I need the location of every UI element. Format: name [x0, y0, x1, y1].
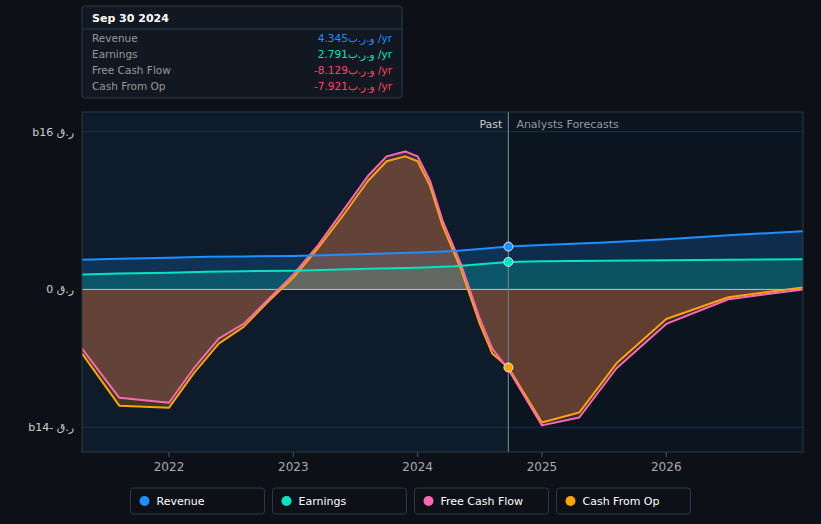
legend-swatch	[282, 496, 292, 506]
tooltip-label: Free Cash Flow	[92, 64, 171, 76]
point	[504, 257, 513, 266]
legend-label: Earnings	[299, 495, 347, 508]
tooltip-divider	[82, 29, 402, 30]
legend-swatch	[566, 496, 576, 506]
grid-line	[82, 131, 803, 132]
tooltip-value: 2.791و.ر.ب /yr	[318, 48, 393, 61]
tooltip-label: Cash From Op	[92, 80, 166, 92]
tooltip-title: Sep 30 2024	[92, 12, 169, 25]
forecast-label: Analysts Forecasts	[516, 118, 619, 131]
x-tick-label: 2022	[154, 460, 185, 474]
legend-label: Revenue	[157, 495, 205, 508]
tooltip-box	[82, 6, 402, 98]
legend-label: Free Cash Flow	[441, 495, 524, 508]
line	[82, 156, 803, 422]
legend-swatch	[424, 496, 434, 506]
point	[504, 242, 513, 251]
tooltip-label: Revenue	[92, 32, 138, 44]
legend-box	[415, 488, 549, 514]
tooltip-value: -7.921و.ر.ب /yr	[314, 80, 393, 93]
x-tick-label: 2023	[278, 460, 309, 474]
line	[82, 231, 803, 260]
past-line	[508, 112, 509, 452]
y-tick-label: bر.ق -14	[28, 421, 74, 434]
point	[504, 363, 513, 372]
line	[82, 151, 803, 425]
past-label: Past	[479, 118, 503, 131]
legend-label: Cash From Op	[583, 495, 660, 508]
plot-background	[82, 112, 803, 452]
line	[82, 259, 803, 274]
legend-box	[557, 488, 691, 514]
y-tick-label: bر.ق 16	[32, 126, 74, 139]
legend: Revenue Earnings Free Cash Flow Cash From O…	[131, 488, 691, 514]
x-tick	[541, 452, 542, 457]
legend-box	[273, 488, 407, 514]
area	[82, 151, 803, 425]
tooltip-value: -8.129و.ر.ب /yr	[314, 64, 393, 77]
x-tick-label: 2025	[527, 460, 558, 474]
x-tick	[169, 452, 170, 457]
legend-box	[131, 488, 265, 514]
background	[0, 0, 821, 524]
chart: bر.ق 16 ر.ق 0 bر.ق -14 2022 2023 2024 2025 2026…	[0, 0, 821, 524]
tooltip-value: 4.345و.ر.ب /yr	[318, 32, 393, 45]
grid-line	[82, 427, 803, 428]
y-tick-label: ر.ق 0	[46, 283, 74, 296]
area	[82, 156, 803, 422]
x-tick	[417, 452, 418, 457]
x-tick-label: 2024	[402, 460, 433, 474]
x-tick-label: 2026	[651, 460, 682, 474]
x-tick	[666, 452, 667, 457]
x-tick	[293, 452, 294, 457]
legend-swatch	[140, 496, 150, 506]
plot-data	[82, 112, 803, 452]
plot-frame	[82, 112, 803, 452]
tooltip-label: Earnings	[92, 48, 138, 60]
